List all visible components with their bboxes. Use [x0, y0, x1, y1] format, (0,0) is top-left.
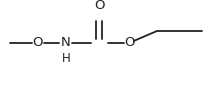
Text: O: O [94, 0, 105, 12]
Text: H: H [62, 52, 70, 65]
Text: N: N [61, 36, 71, 49]
Text: O: O [33, 36, 43, 49]
Text: O: O [124, 36, 135, 49]
